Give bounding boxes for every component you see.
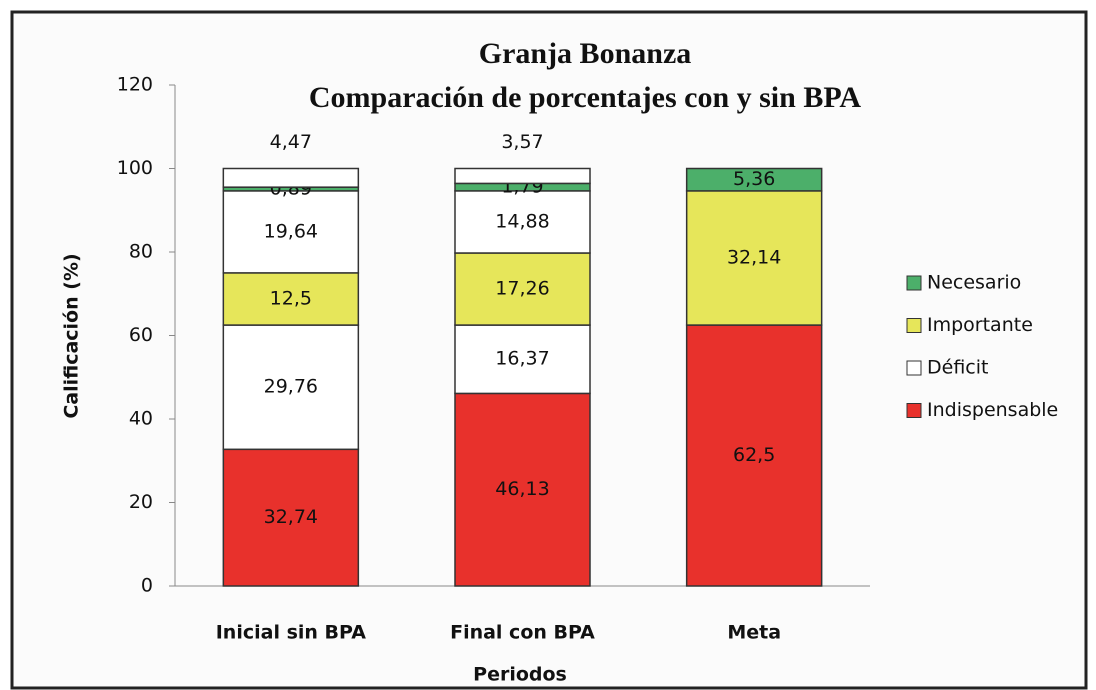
data-label: 19,64 <box>264 220 318 242</box>
chart-title: Granja Bonanza <box>479 37 692 70</box>
bar-segment <box>454 252 591 326</box>
legend-swatch <box>906 403 922 418</box>
chart-subtitle: Comparación de porcentajes con y sin BPA <box>309 81 862 114</box>
x-tick-label: Final con BPA <box>450 622 595 644</box>
bar-segment <box>685 190 823 326</box>
data-label: 32,74 <box>264 506 318 528</box>
y-tick-label: 120 <box>117 74 153 96</box>
bar-segment <box>222 272 360 326</box>
data-label: 3,57 <box>501 131 543 153</box>
legend-swatch <box>906 318 922 333</box>
bar-segment <box>454 324 591 395</box>
bar-segment <box>685 324 823 587</box>
y-tick-label: 0 <box>141 575 153 597</box>
data-label: 62,5 <box>733 444 775 466</box>
bar-segment <box>685 167 823 192</box>
bar-segment <box>454 167 591 185</box>
legend-label: Indispensable <box>927 399 1058 421</box>
bar-segment <box>454 190 591 254</box>
bar-segment <box>222 324 360 451</box>
y-axis-label: Calificación (%) <box>61 253 83 418</box>
bar-segment <box>222 167 360 188</box>
legend-swatch <box>906 275 922 291</box>
bar-segment <box>222 190 360 274</box>
data-label: 17,26 <box>495 278 549 300</box>
y-tick-label: 100 <box>117 157 153 179</box>
legend-label: Déficit <box>927 357 988 379</box>
data-label: 29,76 <box>264 376 318 398</box>
data-label: 4,47 <box>270 131 312 153</box>
y-tick-label: 40 <box>129 408 153 430</box>
data-label: 16,37 <box>495 348 549 370</box>
legend-label: Importante <box>927 314 1033 336</box>
data-label: 12,5 <box>270 287 312 309</box>
x-tick-label: Inicial sin BPA <box>216 622 366 644</box>
data-label: 32,14 <box>727 246 781 268</box>
bar-segment <box>222 448 360 587</box>
legend-label: Necesario <box>927 272 1021 294</box>
x-tick-label: Meta <box>727 622 781 644</box>
data-label: 14,88 <box>495 210 549 232</box>
y-tick-label: 20 <box>129 491 153 513</box>
y-tick-label: 80 <box>129 241 153 263</box>
y-tick-label: 60 <box>129 324 153 346</box>
data-label: 46,13 <box>495 478 549 500</box>
data-label: 5,36 <box>733 168 775 190</box>
legend-swatch <box>906 360 922 376</box>
x-axis-label: Periodos <box>473 664 567 686</box>
